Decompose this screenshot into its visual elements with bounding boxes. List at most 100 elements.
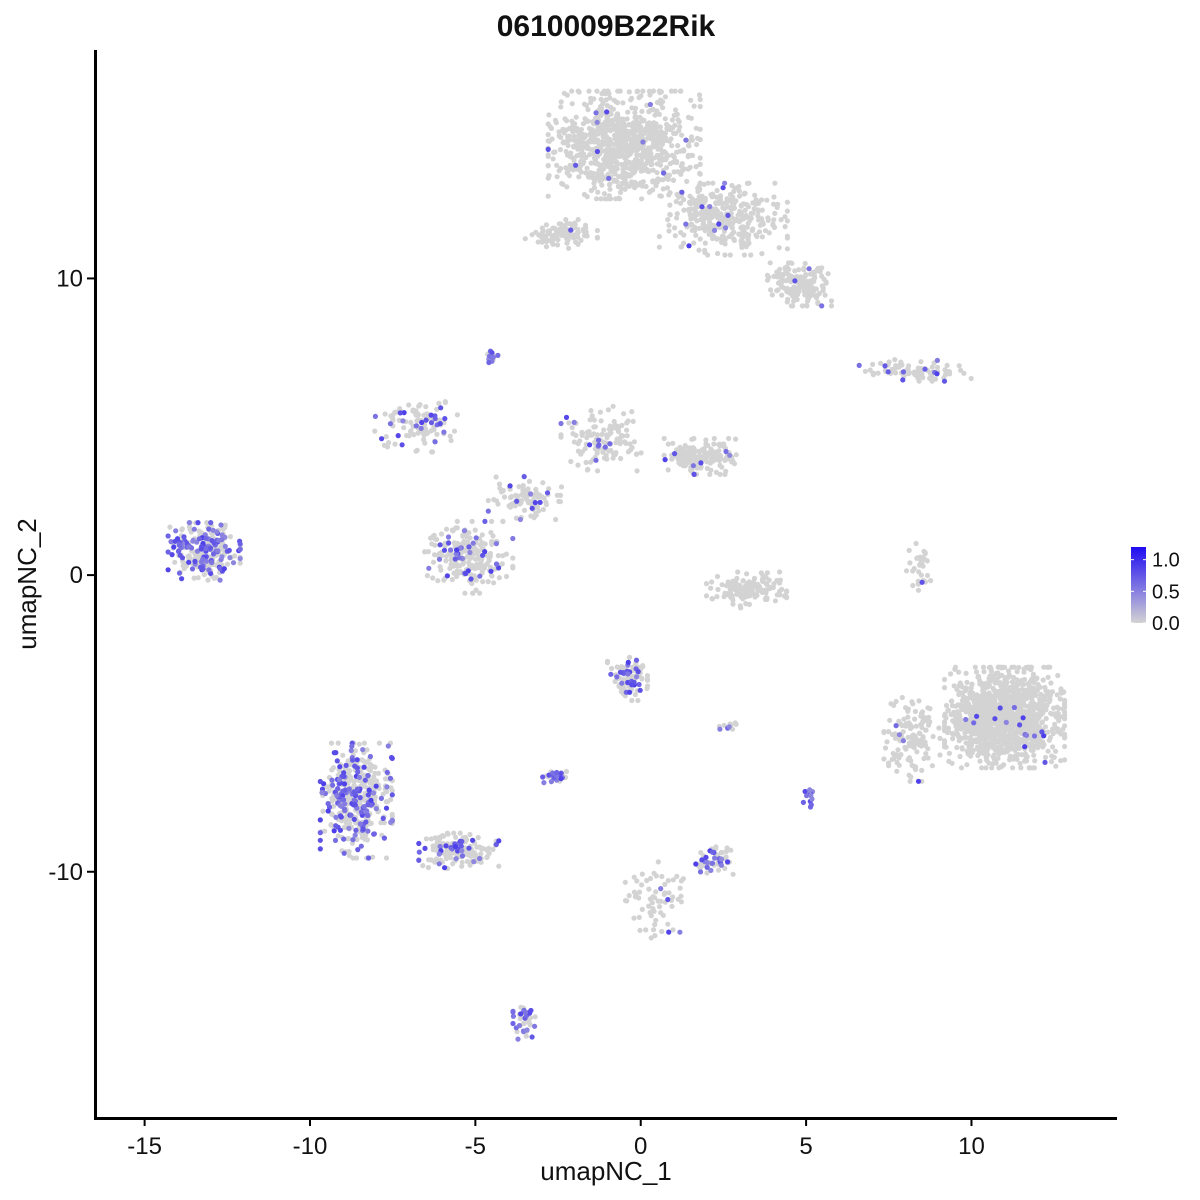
cell-point [546, 112, 552, 118]
cell-point [714, 594, 720, 600]
cell-point [186, 524, 193, 530]
cell-point [560, 181, 566, 187]
cell-point [688, 221, 694, 227]
cell-point [469, 580, 475, 587]
cell-point [477, 557, 484, 563]
cell-point [884, 739, 890, 745]
cell-point [360, 747, 366, 753]
cell-point [713, 469, 720, 475]
cell-point [777, 569, 783, 575]
cell-point [430, 575, 436, 581]
cell-point [856, 362, 862, 368]
cell-point [707, 216, 713, 222]
cell-point [989, 734, 995, 741]
cell-point [735, 212, 741, 218]
cell-point [473, 577, 479, 583]
cell-point [759, 251, 765, 257]
cell-point [977, 758, 983, 764]
cell-point [179, 576, 185, 582]
cell-point [707, 471, 713, 477]
cell-point [996, 765, 1002, 771]
cell-point [1003, 719, 1009, 726]
cell-point [963, 721, 969, 728]
cell-point [728, 847, 734, 853]
cell-point [730, 203, 736, 209]
cell-point [1050, 744, 1056, 750]
cell-point [917, 741, 924, 747]
cell-point [714, 187, 720, 194]
cell-point [681, 197, 687, 203]
cell-point [341, 781, 348, 787]
cell-point [540, 480, 546, 486]
cell-point [963, 687, 969, 694]
cell-point [662, 890, 668, 896]
cell-point [579, 154, 585, 160]
cell-point [998, 738, 1004, 744]
cell-point [990, 673, 997, 679]
cell-point [806, 293, 812, 299]
cell-point [811, 286, 818, 292]
cell-point [395, 433, 401, 439]
cell-point [617, 88, 623, 94]
cell-point [825, 271, 831, 277]
cell-point [428, 836, 434, 842]
cell-point [176, 570, 183, 576]
cell-point [678, 899, 685, 905]
cell-point [923, 751, 929, 757]
cell-point [694, 197, 700, 203]
cell-point [213, 574, 219, 581]
cell-point [980, 664, 987, 670]
cell-point [654, 137, 660, 143]
cell-point [397, 410, 403, 416]
cell-point [608, 104, 614, 110]
cell-point [521, 474, 527, 480]
cell-point [470, 590, 476, 596]
cell-point [352, 763, 358, 769]
cell-point [997, 693, 1004, 699]
cell-point [755, 208, 761, 215]
cell-point [545, 146, 551, 152]
cell-point [606, 158, 612, 164]
cell-point [663, 156, 669, 162]
cell-point [341, 836, 347, 842]
cell-point [784, 246, 791, 252]
cell-point [1049, 689, 1056, 695]
cell-point [991, 687, 997, 694]
cell-point [964, 762, 970, 768]
cell-point [471, 859, 477, 865]
cell-point [477, 573, 483, 579]
cell-point [604, 660, 611, 666]
cell-point [393, 409, 399, 415]
cell-point [1011, 688, 1017, 694]
cell-point [1034, 675, 1040, 681]
cell-point [583, 102, 590, 108]
cell-point [730, 220, 736, 226]
cell-point [581, 144, 588, 150]
cell-point [215, 548, 221, 554]
cell-point [1030, 765, 1036, 771]
cell-point [477, 590, 483, 596]
cell-point [616, 173, 622, 180]
cell-point [968, 685, 974, 691]
cell-point [734, 575, 740, 582]
cell-point [995, 755, 1001, 761]
cell-point [554, 174, 560, 180]
cell-point [338, 814, 344, 820]
cell-point [694, 218, 700, 224]
cell-point [522, 236, 528, 242]
cell-point [436, 556, 443, 562]
cell-point [584, 165, 590, 171]
cell-point [881, 756, 887, 762]
cell-point [416, 840, 422, 847]
cell-point [627, 689, 633, 695]
cell-point [900, 738, 907, 744]
cell-point [534, 504, 541, 510]
cell-point [919, 767, 925, 774]
cell-point [337, 764, 343, 770]
cell-point [783, 267, 789, 274]
cell-point [165, 567, 171, 573]
cell-point [919, 579, 925, 585]
cell-point [493, 561, 500, 567]
cell-point [420, 863, 426, 869]
cell-point [713, 206, 719, 212]
